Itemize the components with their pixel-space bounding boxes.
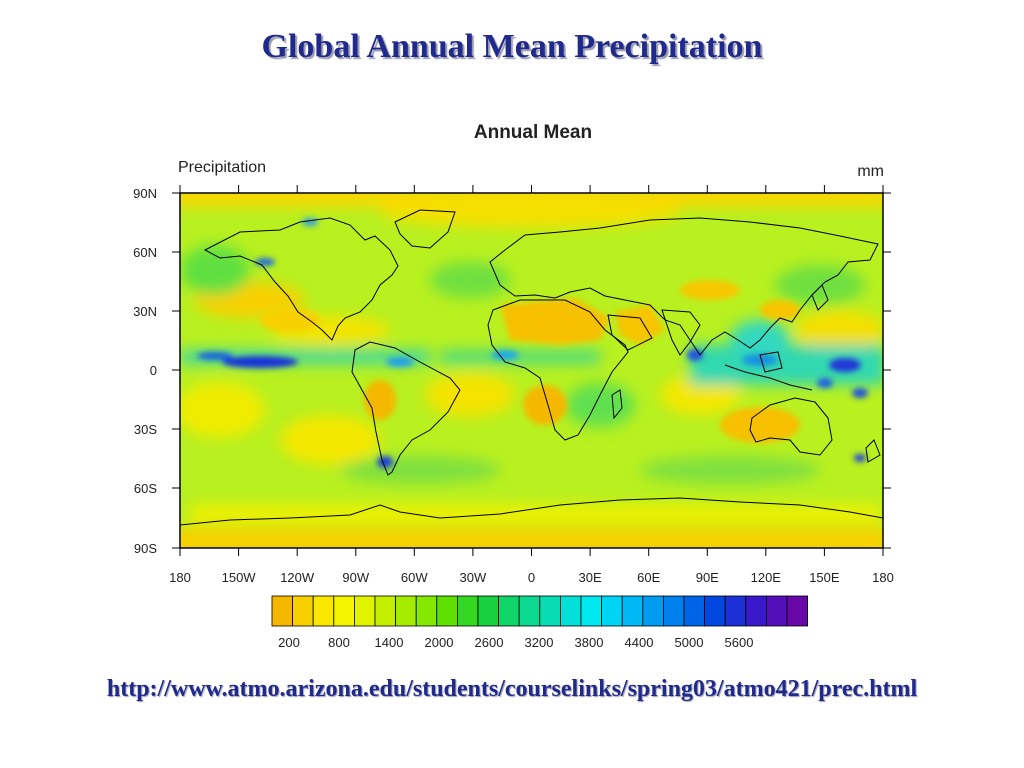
units-label: mm (857, 163, 884, 180)
coastline-japan (811, 284, 829, 311)
coastline-australia (749, 397, 833, 456)
coastline-south-america (351, 341, 461, 476)
colorbar-box (560, 595, 582, 627)
colorbar-box (621, 595, 644, 627)
coastline-eurasia (489, 217, 879, 356)
lon-label: 60W (401, 570, 428, 585)
colorbar-label: 2000 (425, 635, 454, 650)
coastline-india (661, 309, 701, 356)
lon-label: 30W (460, 570, 487, 585)
lat-label: 0 (150, 363, 157, 378)
colorbar-box (353, 595, 376, 627)
colorbar-box (766, 595, 788, 627)
colorbar-label: 1400 (375, 635, 404, 650)
slide-title: Global Annual Mean Precipitation (261, 28, 763, 65)
lon-label: 120W (280, 570, 315, 585)
colorbar-box (498, 595, 520, 627)
colorbar-box (745, 595, 767, 627)
coastline-antarctica (180, 497, 883, 526)
colorbar-label: 800 (328, 635, 350, 650)
precipitation-field (180, 193, 883, 548)
latitude-labels: 90N 60N 30N 0 30S 60S 90S (133, 186, 157, 556)
colorbar-label: 3800 (575, 635, 604, 650)
colorbar-labels: 200 800 1400 2000 2600 3200 3800 4400 50… (278, 635, 753, 650)
lon-label: 120E (751, 570, 782, 585)
colorbar-box (601, 595, 623, 627)
lat-label: 60S (134, 481, 157, 496)
colorbar-label: 200 (278, 635, 300, 650)
colorbar-box (477, 595, 500, 627)
coastline-greenland (394, 209, 456, 249)
lat-label: 30N (133, 304, 157, 319)
colorbar-label: 5600 (725, 635, 754, 650)
colorbar-box (683, 595, 706, 627)
source-url[interactable]: http://www.atmo.arizona.edu/students/cou… (106, 676, 918, 702)
coastline-africa (487, 299, 629, 441)
colorbar-box (518, 595, 541, 627)
colorbar-box (539, 595, 561, 627)
lat-label: 30S (134, 422, 157, 437)
colorbar-box (271, 595, 294, 627)
precipitation-map-figure: Annual Mean Precipitation mm (133, 122, 894, 650)
colorbar-label: 3200 (525, 635, 554, 650)
colorbar-box (312, 595, 335, 627)
lon-label: 150W (222, 570, 257, 585)
colorbar: 200 800 1400 2000 2600 3200 3800 4400 50… (271, 595, 809, 650)
lat-label: 60N (133, 245, 157, 260)
coastline-madagascar (611, 389, 623, 420)
lon-label: 60E (637, 570, 660, 585)
colorbar-box (333, 595, 355, 627)
field-label: Precipitation (178, 159, 266, 176)
map-title: Annual Mean (474, 122, 592, 143)
coastline-arabia (607, 314, 653, 351)
colorbar-box (580, 595, 603, 627)
colorbar-box (642, 595, 664, 627)
lat-label: 90N (133, 186, 157, 201)
colorbar-box (456, 595, 479, 627)
colorbar-box (415, 595, 438, 627)
coastline-north-america (203, 217, 399, 341)
coastline-indonesia (724, 364, 813, 391)
colorbar-box (374, 595, 397, 627)
colorbar-boxes (271, 595, 809, 627)
lat-label: 90S (134, 541, 157, 556)
colorbar-label: 5000 (675, 635, 704, 650)
lon-label: 0 (528, 570, 535, 585)
colorbar-box (786, 595, 809, 627)
coastlines (180, 209, 883, 526)
lon-label: 90E (696, 570, 719, 585)
lon-label: 180 (169, 570, 191, 585)
latitude-axis (172, 192, 891, 549)
colorbar-label: 2600 (475, 635, 504, 650)
lon-label: 90W (342, 570, 369, 585)
colorbar-box (436, 595, 458, 627)
coastline-new-zealand (865, 439, 881, 463)
lon-label: 150E (809, 570, 840, 585)
colorbar-box (395, 595, 417, 627)
colorbar-label: 4400 (625, 635, 654, 650)
coastline-borneo (759, 351, 783, 373)
longitude-axis (179, 185, 884, 556)
longitude-labels: 180 150W 120W 90W 60W 30W 0 30E 60E 90E … (169, 570, 894, 585)
lon-label: 30E (579, 570, 602, 585)
colorbar-box (292, 595, 314, 627)
colorbar-box (724, 595, 747, 627)
colorbar-box (704, 595, 726, 627)
colorbar-box (663, 595, 685, 627)
lon-label: 180 (872, 570, 894, 585)
